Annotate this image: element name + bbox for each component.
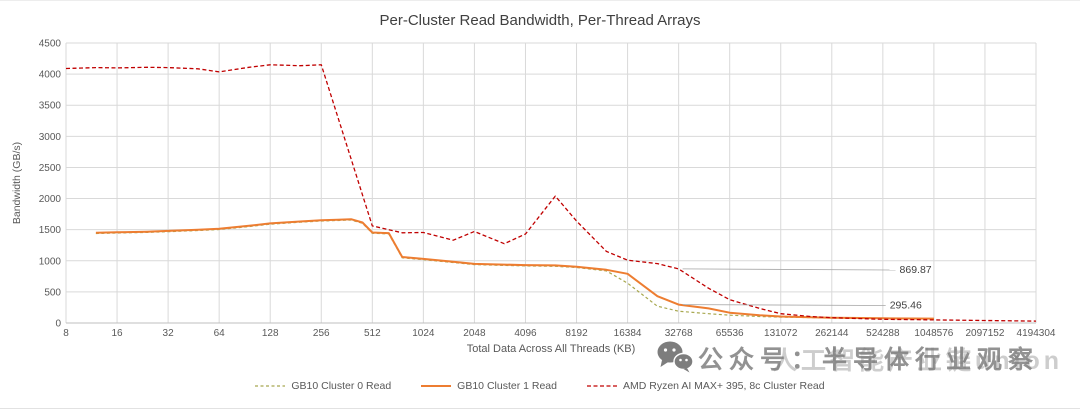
annotation-leader-line xyxy=(682,304,886,306)
x-tick-label: 262144 xyxy=(815,328,849,339)
x-tick-label: 4096 xyxy=(514,328,537,339)
y-tick-label: 3500 xyxy=(39,101,62,112)
legend-item: AMD Ryzen AI MAX+ 395, 8c Cluster Read xyxy=(586,380,825,392)
x-tick-label: 65536 xyxy=(716,328,744,339)
x-tick-label: 131072 xyxy=(764,328,798,339)
legend-label: AMD Ryzen AI MAX+ 395, 8c Cluster Read xyxy=(622,380,825,392)
annotation-label: 869.87 xyxy=(900,264,932,276)
x-tick-label: 16384 xyxy=(614,328,642,339)
y-tick-label: 1000 xyxy=(39,256,62,267)
y-tick-label: 3000 xyxy=(39,132,62,143)
x-tick-label: 8192 xyxy=(565,328,588,339)
x-tick-label: 32768 xyxy=(665,328,693,339)
x-tick-label: 64 xyxy=(214,328,226,339)
y-axis-label: Bandwidth (GB/s) xyxy=(11,142,23,224)
legend: GB10 Cluster 0 Read GB10 Cluster 1 Read AM… xyxy=(0,380,1080,392)
annotation-label: 295.46 xyxy=(890,299,922,311)
x-tick-label: 1024 xyxy=(412,328,435,339)
x-tick-label: 512 xyxy=(364,328,381,339)
legend-label: GB10 Cluster 1 Read xyxy=(457,380,557,392)
y-tick-label: 4000 xyxy=(39,70,62,81)
legend-line-sample xyxy=(255,385,286,387)
x-tick-label: 32 xyxy=(163,328,175,339)
annotation-leader-line xyxy=(682,268,896,271)
y-tick-label: 2500 xyxy=(39,163,62,174)
x-tick-label: 128 xyxy=(262,328,279,339)
x-tick-label: 4194304 xyxy=(1017,328,1056,339)
x-tick-label: 8 xyxy=(63,328,69,339)
x-tick-label: 1048576 xyxy=(914,328,953,339)
x-tick-label: 524288 xyxy=(866,328,900,339)
legend-item: GB10 Cluster 0 Read xyxy=(255,380,391,392)
x-tick-label: 2097152 xyxy=(965,328,1004,339)
legend-line-sample xyxy=(586,385,617,387)
y-tick-label: 2000 xyxy=(39,194,62,205)
x-tick-label: 2048 xyxy=(463,328,486,339)
series-line xyxy=(65,64,1037,322)
y-tick-label: 500 xyxy=(44,287,61,298)
legend-label: GB10 Cluster 0 Read xyxy=(291,380,392,392)
chart-title: Per-Cluster Read Bandwidth, Per-Thread A… xyxy=(379,12,701,29)
y-tick-label: 4500 xyxy=(39,39,62,50)
legend-line-sample xyxy=(421,385,452,387)
x-tick-label: 256 xyxy=(313,328,330,339)
x-axis-label: Total Data Across All Threads (KB) xyxy=(466,343,636,355)
series-line xyxy=(95,218,934,320)
legend-item: GB10 Cluster 1 Read xyxy=(421,380,557,392)
x-tick-label: 16 xyxy=(111,328,123,339)
y-tick-label: 0 xyxy=(55,319,61,330)
y-tick-label: 1500 xyxy=(39,225,62,236)
